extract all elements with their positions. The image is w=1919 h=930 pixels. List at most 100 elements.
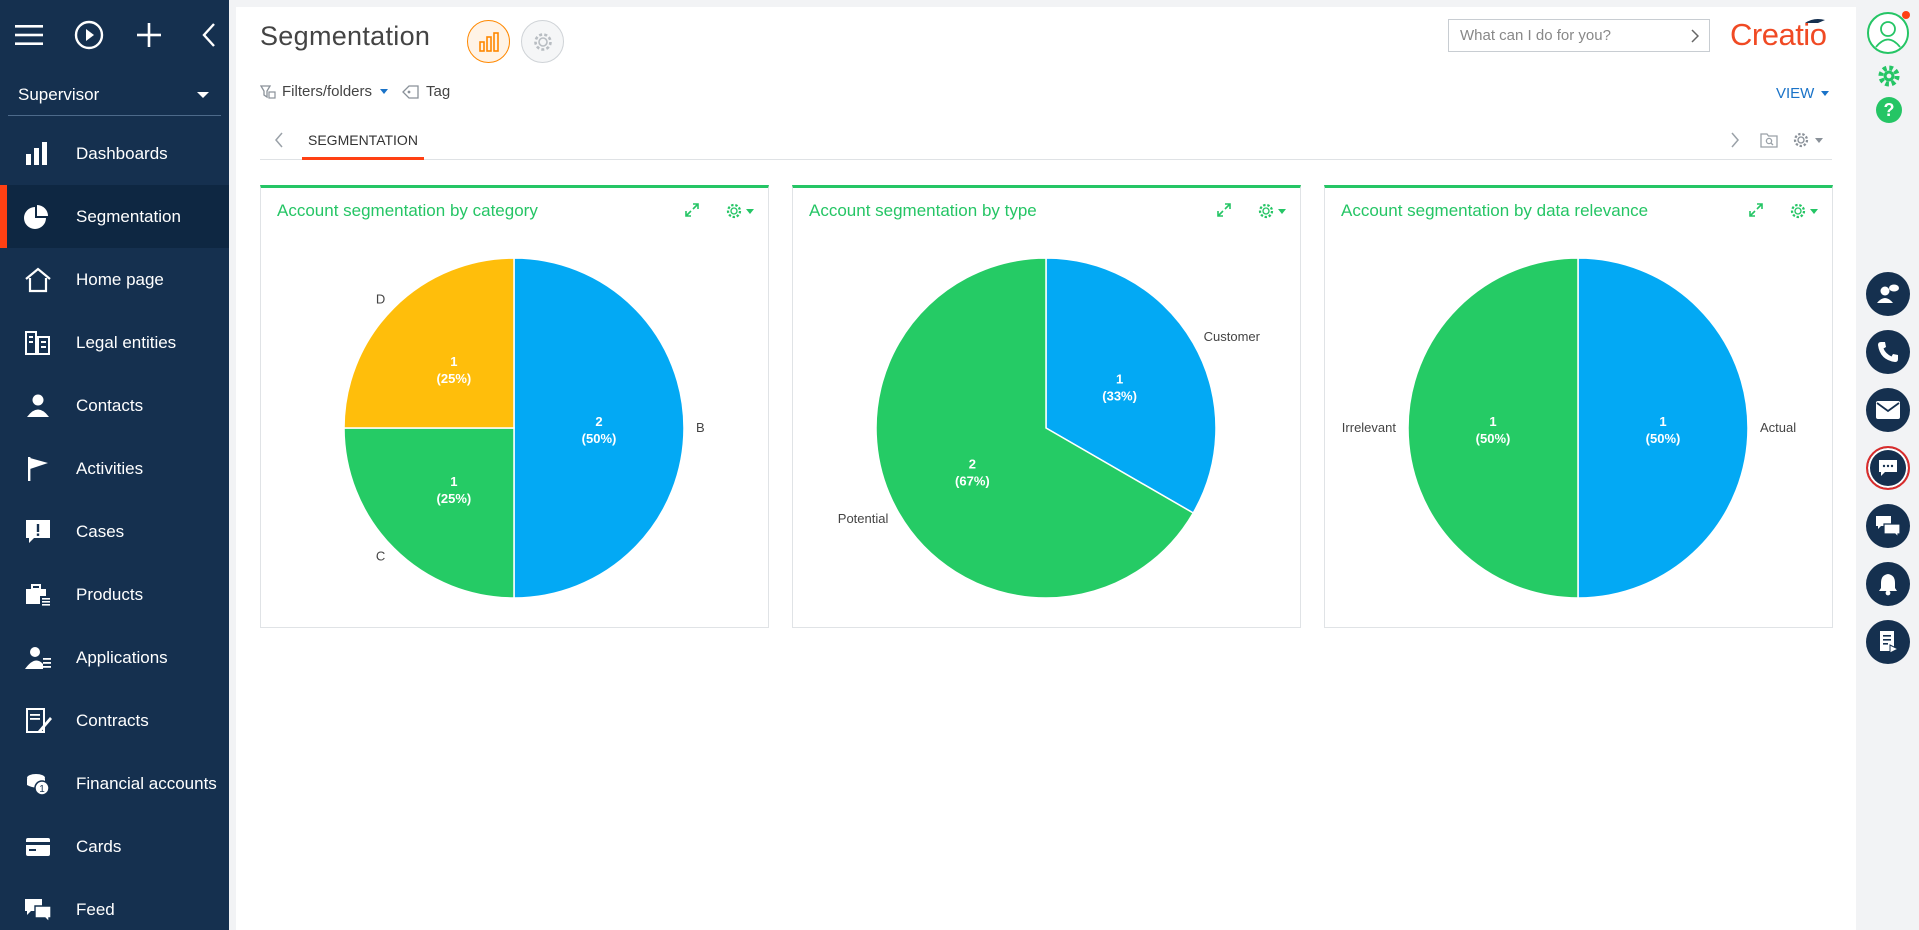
menu-icon[interactable] — [14, 20, 44, 50]
gear-icon — [1793, 132, 1809, 148]
filter-icon — [260, 84, 276, 99]
filter-toolbar: Filters/folders Tag — [260, 83, 450, 100]
notifications-bell-icon — [1879, 574, 1897, 596]
cases-icon — [24, 518, 52, 546]
sidebar-item-applications[interactable]: Applications — [0, 626, 229, 689]
workplace-selector[interactable]: Supervisor — [8, 74, 221, 116]
help-icon[interactable]: ? — [1876, 97, 1902, 123]
slice-value-label: 2 — [595, 414, 602, 429]
chevron-down-icon — [1810, 208, 1818, 214]
bar-chart-icon — [478, 31, 499, 52]
pie-slice[interactable] — [1045, 257, 1217, 515]
sidebar-item-label: Financial accounts — [76, 774, 217, 793]
add-icon[interactable] — [134, 20, 164, 50]
slice-value-label: 1 — [1489, 414, 1496, 429]
communication-panel: ? — [1856, 0, 1919, 930]
email-button[interactable] — [1866, 388, 1910, 432]
gear-icon — [533, 32, 552, 51]
view-label: VIEW — [1776, 85, 1815, 102]
expand-icon[interactable] — [684, 202, 700, 218]
feed-messages-button[interactable] — [1866, 504, 1910, 548]
tag-button[interactable]: Tag — [402, 83, 450, 100]
sidebar-item-activities[interactable]: Activities — [0, 437, 229, 500]
logo-swoosh-icon — [1805, 19, 1825, 23]
email-icon — [1876, 401, 1900, 419]
feed-messages-icon — [1876, 516, 1901, 537]
run-process-icon[interactable] — [74, 20, 104, 50]
pie-slice[interactable] — [1577, 257, 1749, 599]
sidebar-item-label: Applications — [76, 648, 168, 667]
chevron-down-icon — [1821, 91, 1830, 96]
phone-button[interactable] — [1866, 330, 1910, 374]
pie-slice[interactable] — [875, 257, 1195, 599]
profile-button[interactable] — [1867, 11, 1910, 54]
chat-button[interactable] — [1866, 446, 1910, 490]
chevron-left-icon[interactable] — [274, 132, 284, 148]
section-settings-button[interactable] — [521, 20, 564, 63]
expand-icon[interactable] — [1748, 202, 1764, 218]
sidebar-item-financial-accounts[interactable]: 1 Financial accounts — [0, 752, 229, 815]
collapse-sidebar-icon[interactable] — [194, 20, 224, 50]
pie-chart: 1 (50%) Actual 1 (50%) Irrelevant — [1342, 257, 1796, 599]
sidebar-item-feed[interactable]: Feed — [0, 878, 229, 930]
slice-value-label: 2 — [969, 457, 976, 472]
analytics-button[interactable] — [467, 20, 510, 63]
pie-chart-widget: Account segmentation by data relevance 1 (… — [1324, 185, 1833, 628]
sidebar-item-label: Activities — [76, 459, 144, 478]
search-placeholder: What can I do for you? — [1460, 27, 1611, 44]
sidebar-item-cards[interactable]: Cards — [0, 815, 229, 878]
sidebar-item-products[interactable]: Products — [0, 563, 229, 626]
process-log-button[interactable] — [1866, 620, 1910, 664]
sidebar-item-label: Contacts — [76, 396, 144, 415]
view-button[interactable]: VIEW — [1776, 85, 1830, 102]
chevron-down-icon — [1278, 208, 1286, 214]
sidebar-toolbar — [0, 0, 229, 70]
financial-accounts-icon: 1 — [24, 770, 52, 798]
sidebar-item-contacts[interactable]: Contacts — [0, 374, 229, 437]
tab-segmentation[interactable]: SEGMENTATION — [302, 123, 424, 160]
sidebar-item-label: Products — [76, 585, 144, 604]
sidebar-item-label: Segmentation — [76, 207, 181, 226]
chat-icon — [1879, 460, 1897, 476]
sidebar-item-legal-entities[interactable]: Legal entities — [0, 311, 229, 374]
dashboards-icon — [24, 140, 52, 168]
sidebar: Supervisor Dashboards Segmentation Home pa… — [0, 0, 229, 930]
sidebar-item-home-page[interactable]: Home page — [0, 248, 229, 311]
folder-search-icon[interactable] — [1760, 131, 1778, 149]
page-title: Segmentation — [260, 21, 431, 51]
widget-settings-menu[interactable] — [1257, 202, 1286, 220]
dashboard-tabs: SEGMENTATION — [260, 123, 1832, 160]
pie-slice[interactable] — [513, 257, 685, 599]
notification-dot — [1902, 11, 1910, 19]
command-line-input[interactable]: What can I do for you? — [1448, 19, 1710, 52]
segmentation-icon — [24, 203, 52, 231]
widget-title: Account segmentation by category — [277, 201, 538, 220]
widget-settings-menu[interactable] — [725, 202, 754, 220]
chevron-right-icon[interactable] — [1730, 132, 1740, 148]
sidebar-item-contracts[interactable]: Contracts — [0, 689, 229, 752]
sidebar-item-segmentation[interactable]: Segmentation — [0, 185, 229, 248]
notifications-button[interactable] — [1866, 562, 1910, 606]
filters-folders-button[interactable]: Filters/folders — [260, 83, 389, 100]
pie-slice[interactable] — [343, 427, 515, 599]
slice-percent-label: (33%) — [1102, 389, 1137, 404]
slice-value-label: 1 — [1116, 372, 1123, 387]
filters-folders-label: Filters/folders — [282, 83, 373, 100]
widget-settings-menu[interactable] — [1789, 202, 1818, 220]
process-log-icon — [1880, 631, 1899, 654]
pie-slice[interactable] — [1407, 257, 1579, 599]
contact-center-button[interactable] — [1866, 272, 1910, 316]
sidebar-item-cases[interactable]: Cases — [0, 500, 229, 563]
chevron-right-icon[interactable] — [1690, 29, 1699, 43]
sidebar-item-label: Legal entities — [76, 333, 177, 352]
slice-percent-label: (50%) — [1476, 431, 1511, 446]
settings-gear-icon[interactable] — [1876, 63, 1902, 89]
pie-slice[interactable] — [343, 257, 515, 429]
expand-icon[interactable] — [1216, 202, 1232, 218]
sidebar-item-label: Cases — [76, 522, 125, 541]
cards-icon — [24, 833, 52, 861]
dashboard-settings-menu[interactable] — [1792, 131, 1823, 149]
sidebar-item-label: Home page — [76, 270, 164, 289]
sidebar-item-dashboards[interactable]: Dashboards — [0, 122, 229, 185]
contracts-icon — [24, 707, 52, 735]
